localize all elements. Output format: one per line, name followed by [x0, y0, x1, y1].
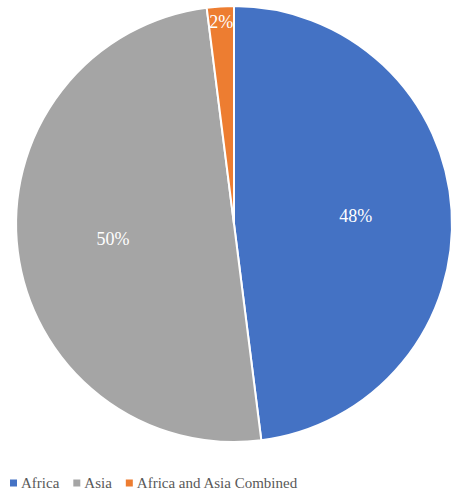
pie-slice [234, 6, 452, 440]
pie [16, 6, 452, 442]
data-label: 2% [209, 12, 233, 32]
legend-label: Africa [21, 475, 60, 491]
legend-swatch [73, 480, 80, 487]
chart: 48% 50% 2% Africa Asia Africa and Asia Combin… [0, 0, 468, 500]
legend-label: Asia [84, 475, 112, 491]
legend: Africa Asia Africa and Asia Combined [10, 475, 298, 491]
data-labels: 48% 50% 2% [96, 12, 372, 250]
pie-slice [207, 6, 234, 224]
legend-label: Africa and Asia Combined [137, 475, 298, 491]
data-label: 48% [339, 206, 372, 226]
data-label: 50% [96, 229, 129, 249]
legend-swatch [126, 480, 133, 487]
legend-swatch [10, 480, 17, 487]
